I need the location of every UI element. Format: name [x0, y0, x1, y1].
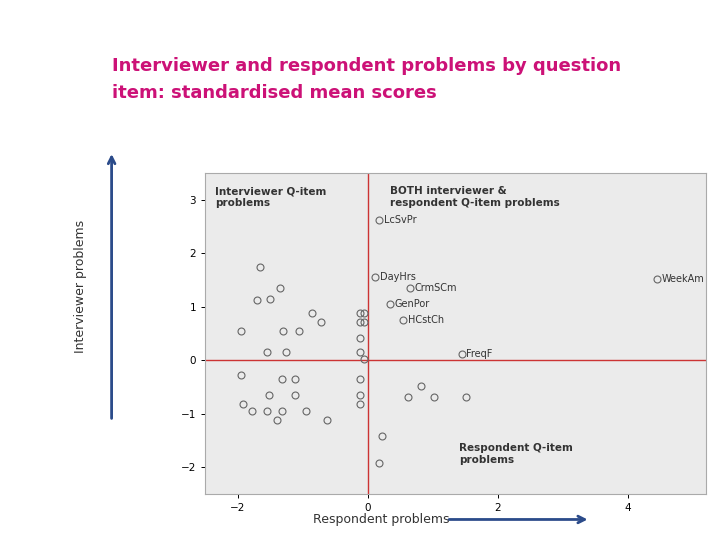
Text: BOTH interviewer &
respondent Q-item problems: BOTH interviewer & respondent Q-item pro…: [390, 186, 560, 208]
Text: GenPor: GenPor: [395, 299, 431, 309]
Text: CrmSCm: CrmSCm: [415, 283, 457, 293]
Text: HCstCh: HCstCh: [408, 315, 444, 325]
Text: FreqF: FreqF: [467, 349, 492, 359]
Text: LcSvPr: LcSvPr: [384, 215, 417, 225]
Text: Respondent Q-item
problems: Respondent Q-item problems: [459, 443, 572, 465]
Text: Interviewer problems: Interviewer problems: [74, 220, 87, 353]
Text: item: standardised mean scores: item: standardised mean scores: [112, 84, 436, 102]
Text: Interviewer and respondent problems by question: Interviewer and respondent problems by q…: [112, 57, 621, 75]
Text: DayHrs: DayHrs: [380, 272, 416, 282]
Text: WeekAm: WeekAm: [662, 274, 704, 284]
Text: Interviewer Q-item
problems: Interviewer Q-item problems: [215, 186, 326, 208]
Text: Respondent problems: Respondent problems: [313, 513, 450, 526]
